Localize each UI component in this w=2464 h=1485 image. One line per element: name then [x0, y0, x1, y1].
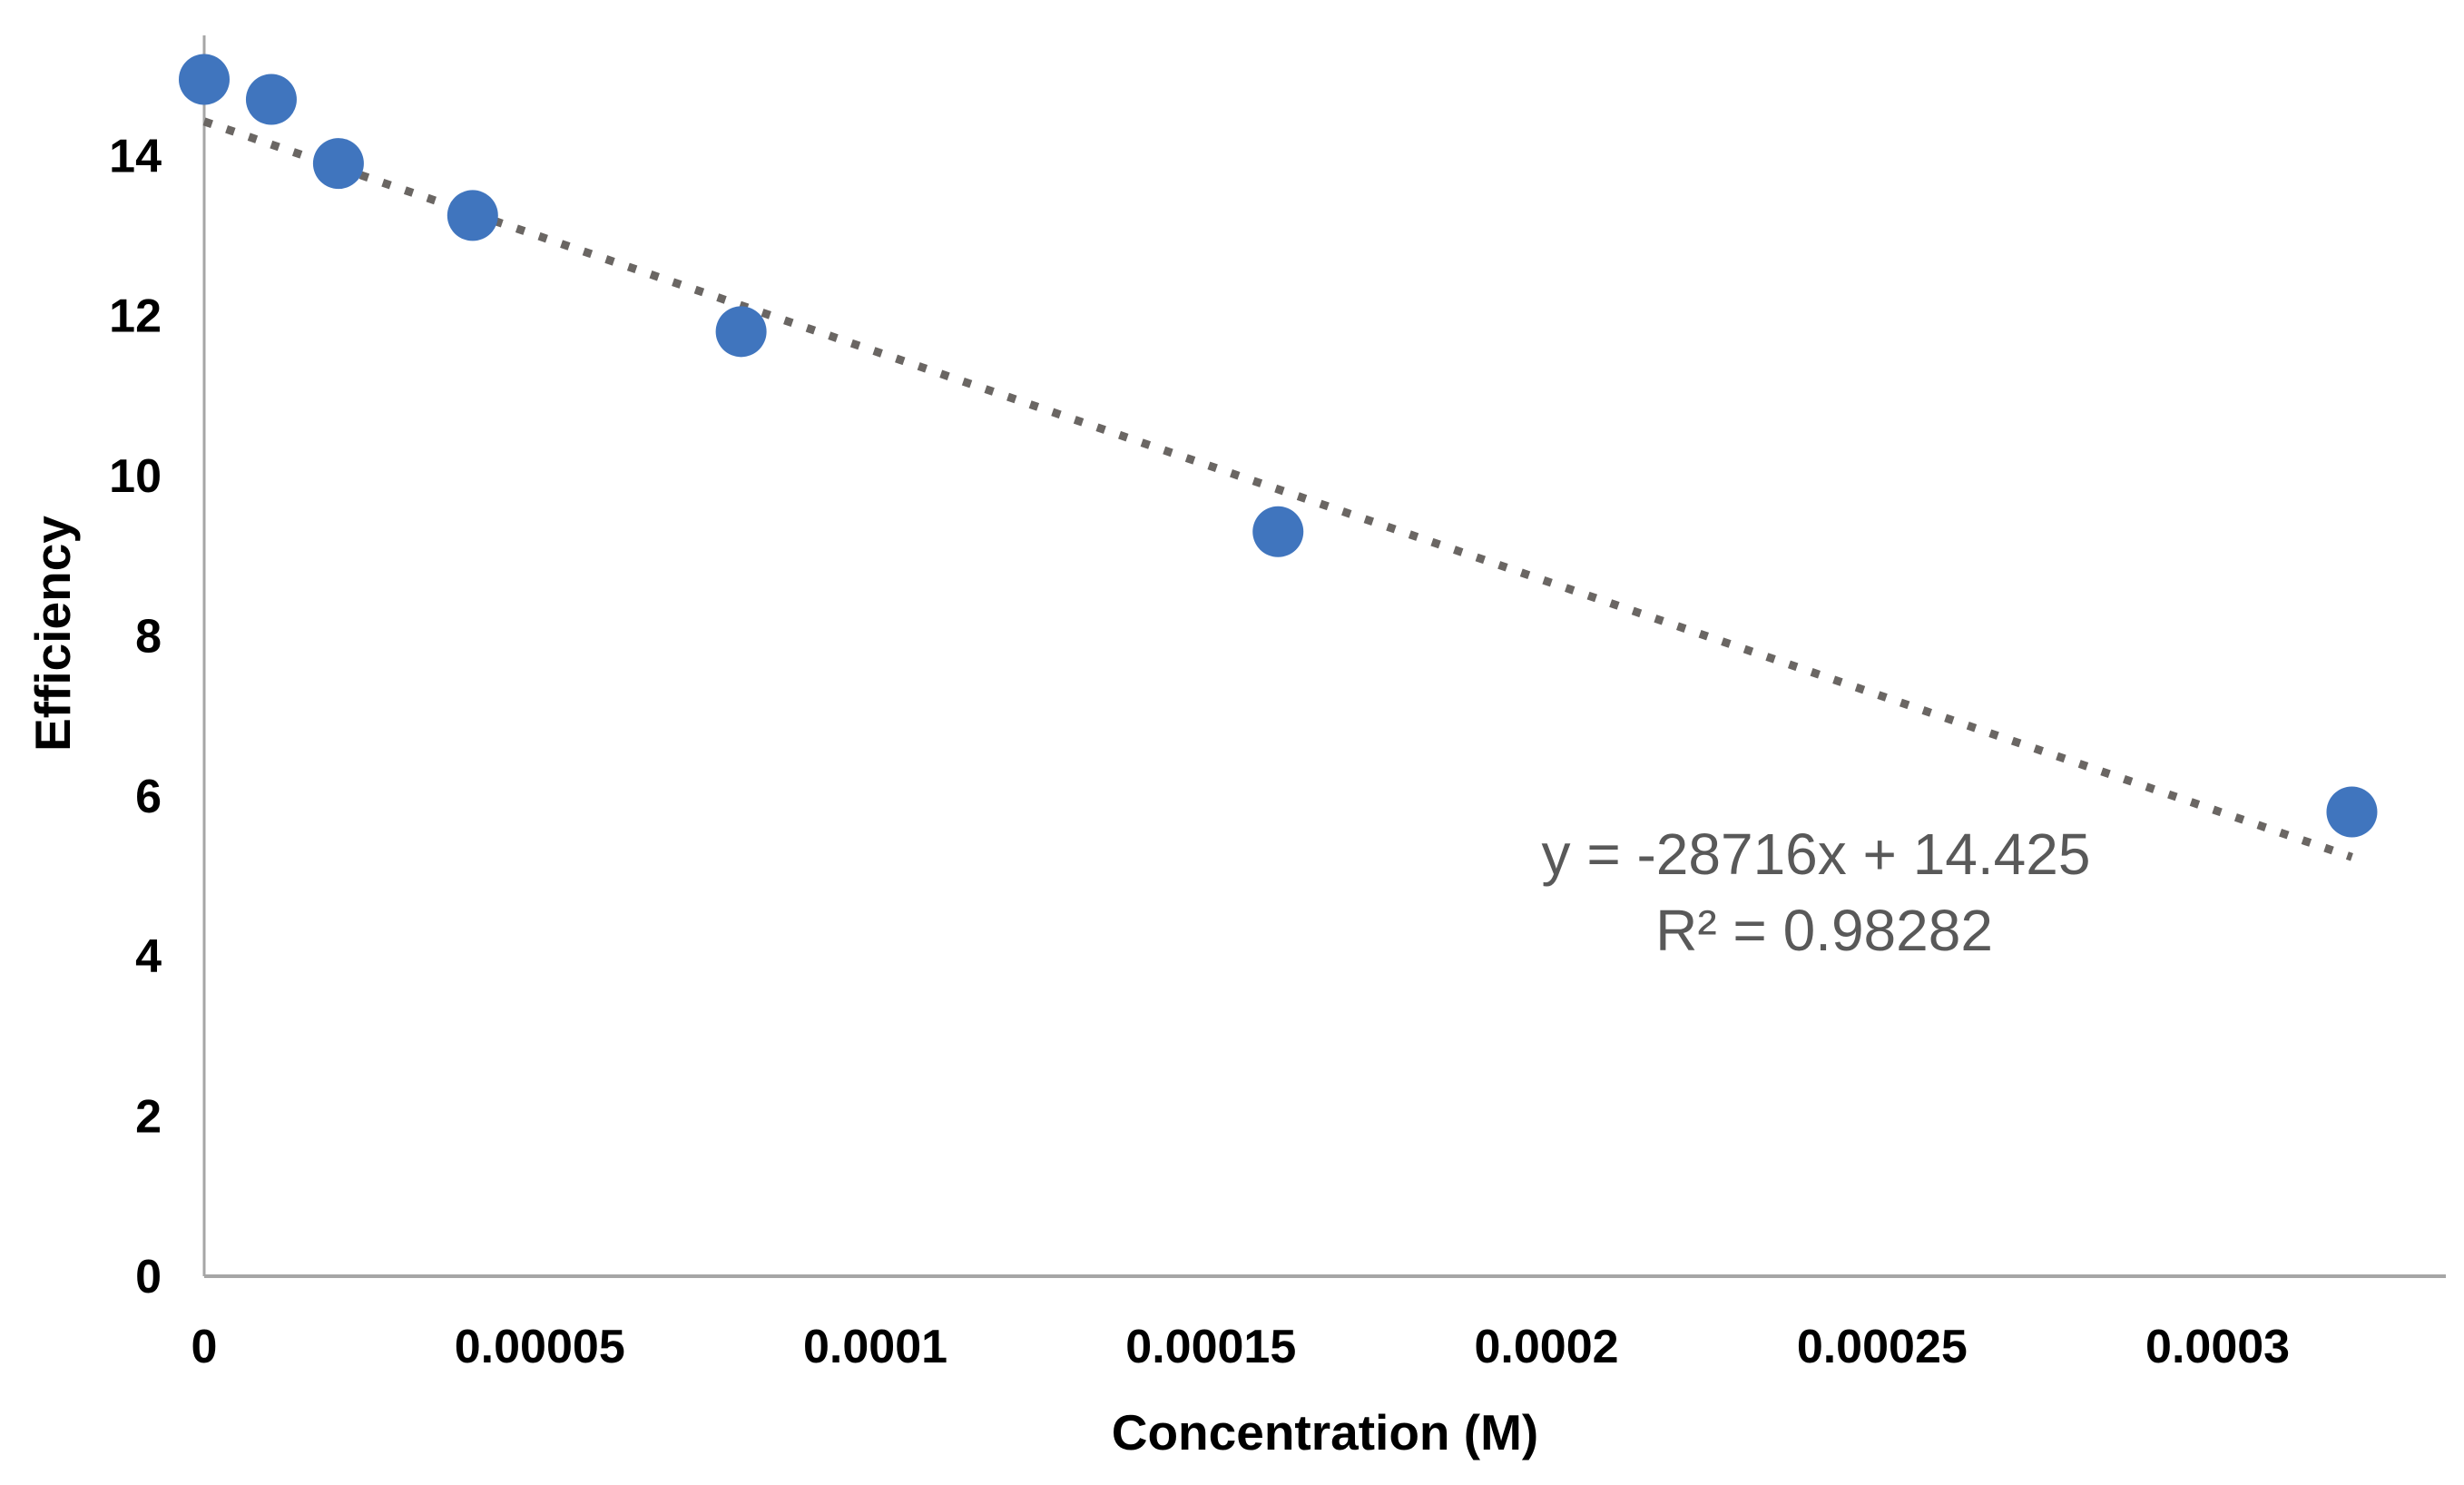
data-point — [312, 138, 364, 190]
x-tick-label: 0.00005 — [455, 1321, 625, 1373]
y-tick-label: 2 — [135, 1091, 162, 1144]
x-tick-label: 0 — [191, 1321, 218, 1373]
x-tick-label: 0.0002 — [1475, 1321, 1619, 1373]
y-tick-label: 10 — [109, 450, 162, 503]
y-tick-label: 12 — [109, 290, 162, 343]
y-tick-label: 4 — [135, 930, 162, 983]
x-tick-label: 0.0001 — [803, 1321, 947, 1373]
data-point — [715, 306, 767, 358]
trendline — [202, 117, 2353, 861]
x-axis-title: Concentration (M) — [1111, 1404, 1539, 1460]
x-tick-label: 0.00025 — [1797, 1321, 1968, 1373]
x-tick-label: 0.0003 — [2145, 1321, 2290, 1373]
data-point — [447, 190, 498, 241]
y-tick-label: 14 — [109, 130, 162, 182]
y-axis-title: Efficiency — [25, 516, 81, 752]
data-point — [245, 74, 297, 125]
trendline-equation-label: y = -28716x + 14.425 — [1541, 821, 2091, 887]
y-tick-label: 8 — [135, 610, 162, 663]
data-point — [1252, 506, 1304, 557]
data-point — [179, 54, 230, 105]
y-tick-label: 6 — [135, 771, 162, 823]
y-tick-label: 0 — [135, 1251, 162, 1303]
trendline-r-squared-label: R² = 0.98282 — [1655, 898, 1993, 963]
data-point — [2326, 786, 2378, 838]
x-tick-label: 0.00015 — [1125, 1321, 1296, 1373]
